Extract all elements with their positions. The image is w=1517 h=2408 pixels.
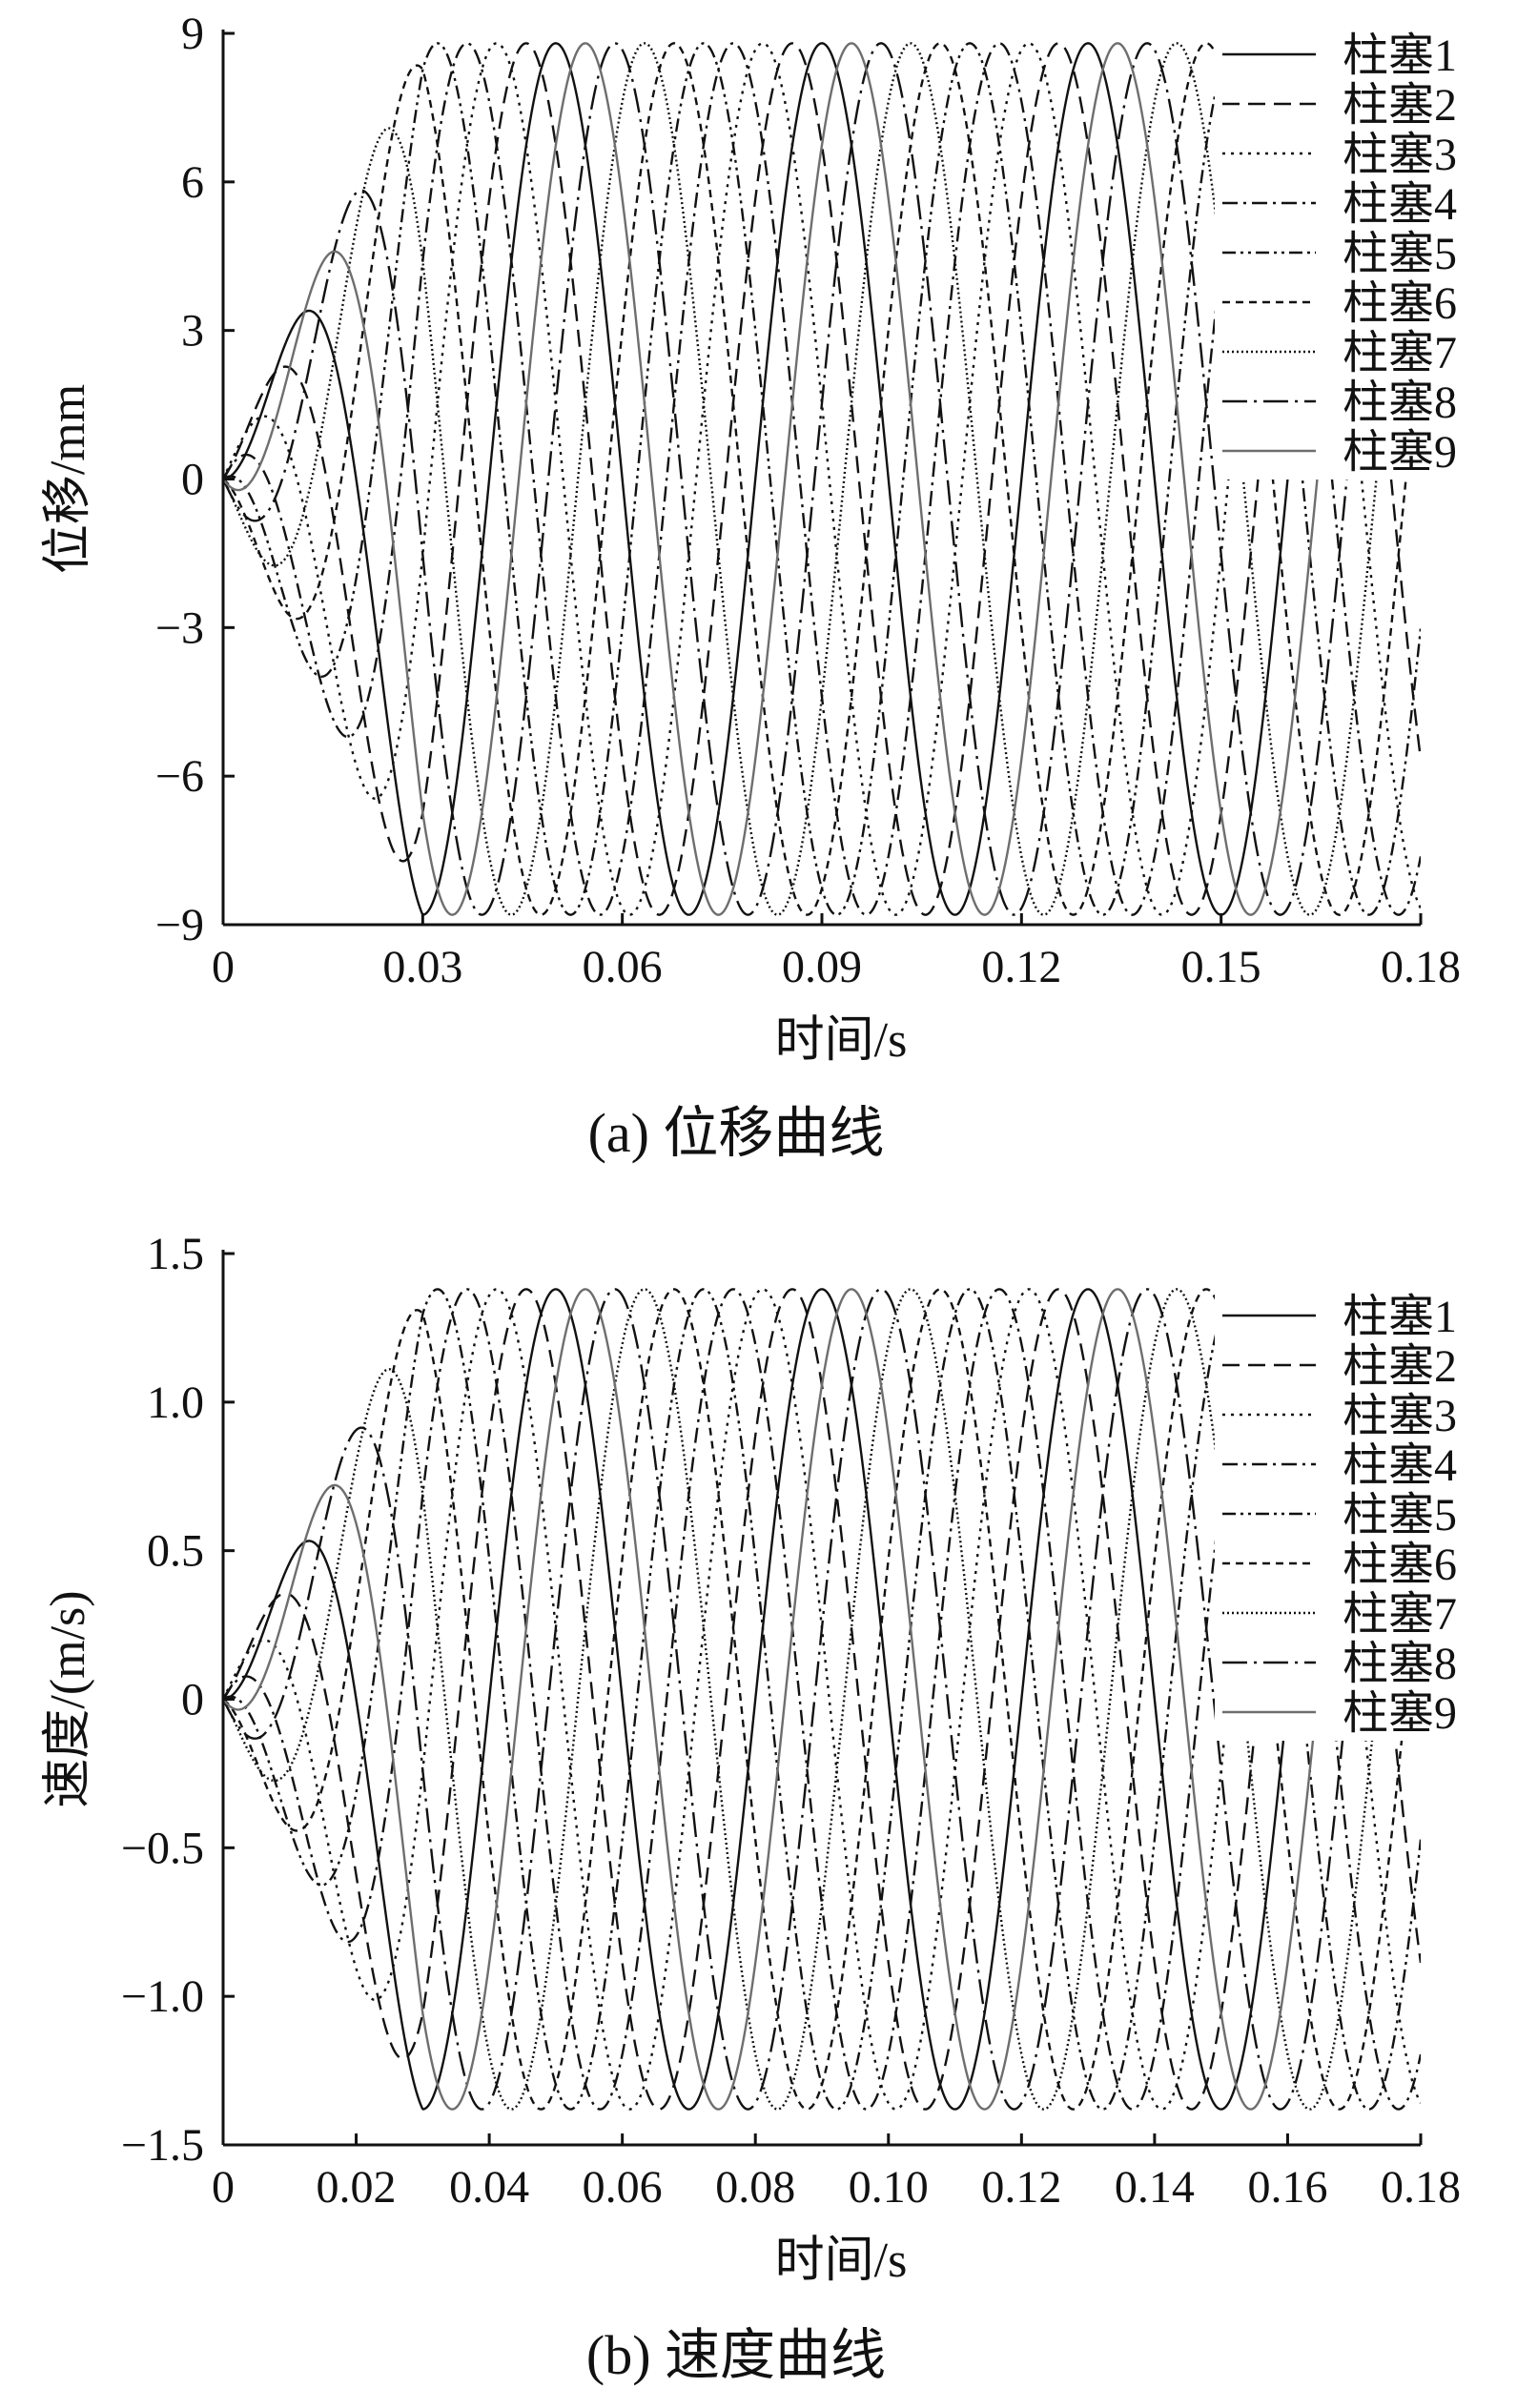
y-tick-label: −3 [155, 602, 204, 653]
series-line-7 [223, 1288, 1421, 2111]
x-tick-label: 0.04 [449, 2162, 529, 2213]
legend-label-4: 柱塞4 [1343, 179, 1457, 230]
legend-label-1: 柱塞1 [1343, 31, 1457, 81]
x-tick-label: 0.09 [782, 942, 862, 992]
y-tick-label: 0.5 [147, 1526, 204, 1577]
legend-label-2: 柱塞2 [1343, 1341, 1457, 1392]
x-tick-label: 0.15 [1181, 942, 1261, 992]
y-tick-label: 1.5 [147, 1229, 204, 1279]
legend-label-1: 柱塞1 [1343, 1292, 1457, 1342]
x-tick-label: 0.14 [1115, 2162, 1195, 2213]
legend-label-9: 柱塞9 [1343, 427, 1457, 478]
y-tick-label: 9 [181, 9, 204, 59]
x-tick-label: 0 [212, 2162, 235, 2213]
y-tick-label: −1.5 [121, 2120, 204, 2171]
x-tick-label: 0.02 [317, 2162, 397, 2213]
series-line-9 [223, 42, 1421, 916]
y-tick-label: 3 [181, 306, 204, 357]
legend-label-7: 柱塞7 [1343, 328, 1457, 378]
legend-label-9: 柱塞9 [1343, 1688, 1457, 1739]
y-tick-label: 0 [181, 455, 204, 505]
series-line-8 [223, 42, 1421, 916]
velocity-chart: 1.51.00.50−0.5−1.0−1.50 0.02 0.04 0.06 0.08 0… [41, 1229, 1509, 2386]
legend-label-3: 柱塞3 [1343, 1391, 1457, 1441]
y-tick-label: 0 [181, 1675, 204, 1725]
y-tick-label: 1.0 [147, 1377, 204, 1428]
series-line-1 [223, 1288, 1421, 2111]
x-tick-label: 0.06 [583, 2162, 663, 2213]
legend-label-8: 柱塞8 [1343, 1639, 1457, 1689]
x-tick-label: 0.10 [849, 2162, 929, 2213]
chart-caption: (b) 速度曲线 [586, 2324, 886, 2386]
x-tick-label: 0.03 [382, 942, 462, 992]
x-axis-title: 时间/s [775, 2234, 908, 2288]
y-tick-label: −9 [155, 900, 204, 950]
legend-label-7: 柱塞7 [1343, 1589, 1457, 1640]
y-tick-label: −1.0 [121, 1971, 204, 2022]
x-tick-label: 0 [212, 942, 235, 992]
x-tick-label: 0.18 [1381, 2162, 1461, 2213]
series-line-9 [223, 1288, 1421, 2111]
y-tick-label: 6 [181, 157, 204, 208]
x-tick-label: 0.06 [583, 942, 663, 992]
x-tick-label: 0.12 [981, 942, 1061, 992]
legend-label-2: 柱塞2 [1343, 80, 1457, 131]
x-tick-label: 0.18 [1381, 942, 1461, 992]
legend-label-3: 柱塞3 [1343, 130, 1457, 180]
series-line-8 [223, 1288, 1421, 2111]
y-tick-label: −0.5 [121, 1823, 204, 1873]
y-axis-title: 速度/(m/s) [41, 1590, 95, 1807]
y-axis-title: 位移/mm [41, 384, 95, 574]
legend-label-5: 柱塞5 [1343, 1490, 1457, 1541]
legend-label-8: 柱塞8 [1343, 378, 1457, 428]
x-tick-label: 0.16 [1247, 2162, 1327, 2213]
x-tick-label: 0.08 [715, 2162, 795, 2213]
legend-label-5: 柱塞5 [1343, 229, 1457, 279]
series-line-5 [223, 42, 1421, 916]
legend-label-6: 柱塞6 [1343, 278, 1457, 329]
chart-caption: (a) 位移曲线 [588, 1102, 885, 1164]
x-axis-title: 时间/s [775, 1013, 908, 1068]
x-tick-label: 0.12 [981, 2162, 1061, 2213]
legend-label-4: 柱塞4 [1343, 1440, 1457, 1491]
legend-label-6: 柱塞6 [1343, 1540, 1457, 1590]
y-tick-label: −6 [155, 751, 204, 802]
